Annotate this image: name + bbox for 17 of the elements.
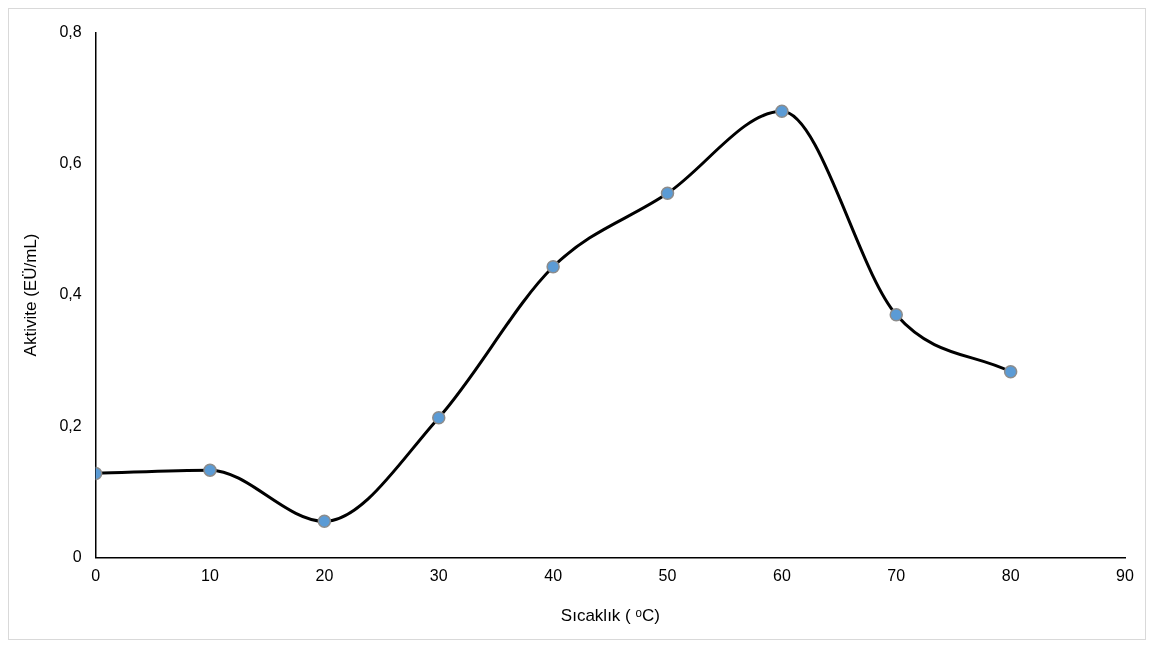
y-tick-label: 0	[72, 547, 82, 565]
x-axis-title: Sıcaklık ( ᵒC)	[560, 606, 660, 626]
x-tick-label: 90	[1116, 567, 1134, 585]
x-tick-label: 0	[91, 567, 101, 585]
y-tick-label: 0,8	[59, 23, 82, 41]
x-tick-label: 10	[201, 567, 220, 585]
y-axis-title: Aktivite (EÜ/mL)	[20, 233, 40, 357]
x-tick-label: 40	[544, 567, 563, 585]
y-tick-label: 0,2	[59, 416, 82, 434]
x-tick-label: 60	[772, 567, 791, 585]
x-tick-label: 50	[658, 567, 677, 585]
y-tick-label: 0,4	[59, 285, 82, 303]
x-tick-label: 20	[315, 567, 334, 585]
x-tick-label: 80	[1001, 567, 1020, 585]
x-tick-label: 30	[429, 567, 448, 585]
x-tick-label: 70	[887, 567, 906, 585]
y-tick-label: 0,6	[59, 154, 82, 172]
